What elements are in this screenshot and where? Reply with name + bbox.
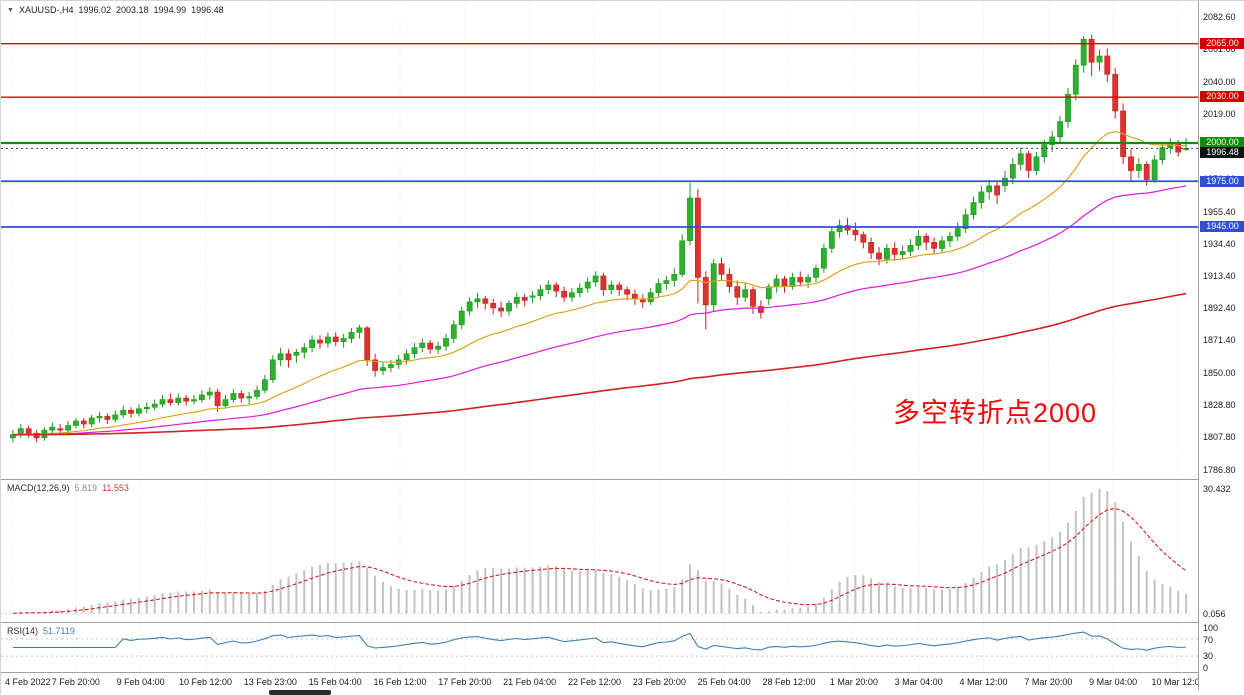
time-axis-label: 4 Feb 2022 (5, 677, 51, 687)
time-axis-label: 15 Feb 04:00 (308, 677, 362, 687)
ohlc-open: 1996.02 (78, 5, 111, 15)
time-axis-label: 9 Mar 04:00 (1089, 677, 1138, 687)
time-axis-label: 16 Feb 12:00 (373, 677, 427, 687)
time-axis-label: 7 Feb 20:00 (51, 677, 100, 687)
price-axis-label: 1892.40 (1203, 302, 1236, 313)
time-axis-label: 17 Feb 20:00 (438, 677, 492, 687)
macd-histogram (19, 488, 1188, 614)
price-axis-label: 1934.40 (1203, 238, 1236, 249)
ohlc-low: 1994.99 (153, 5, 187, 15)
macd-panel: MACD(12,26,9) 5.819 11.553 (1, 480, 1198, 623)
rsi-axis-label: 100 (1203, 623, 1219, 633)
price-axis-label: 2082.60 (1203, 11, 1236, 22)
main-chart-canvas[interactable] (1, 1, 1198, 479)
time-axis-label: 7 Mar 20:00 (1024, 677, 1073, 687)
time-axis-label: 22 Feb 12:00 (567, 677, 622, 687)
price-badge-2030.00: 2030.00 (1200, 91, 1244, 103)
price-axis-label: 2040.00 (1203, 77, 1236, 88)
macd-canvas[interactable] (1, 480, 1198, 622)
price-axis-label: 1807.80 (1203, 432, 1236, 443)
time-axis-label: 23 Feb 20:00 (632, 677, 686, 687)
main-chart-panel: ▼ XAUUSD-,H4 1996.02 2003.18 1994.99 199… (1, 1, 1198, 480)
price-badge-1975.00: 1975.00 (1200, 175, 1244, 187)
macd-signal-value: 11.553 (102, 483, 129, 493)
horizontal-level-lines (1, 43, 1198, 228)
time-axis-label: 10 Mar 12:00 (1151, 677, 1205, 687)
rsi-panel: RSI(14) 51.7119 (1, 623, 1198, 673)
ma-slow-line (12, 292, 1187, 436)
time-axis-label: 9 Feb 04:00 (116, 677, 165, 687)
price-axis-label: 1955.40 (1203, 206, 1236, 217)
symbol-timeframe-label: XAUUSD-,H4 (18, 5, 74, 15)
time-axis-label: 25 Feb 04:00 (697, 677, 751, 687)
bottom-bar-segment[interactable] (269, 690, 331, 695)
ohlc-high: 2003.18 (116, 5, 149, 15)
time-axis-label: 10 Feb 12:00 (178, 677, 233, 687)
rsi-axis-label: 30 (1203, 651, 1214, 661)
rsi-header: RSI(14) 51.7119 (7, 626, 75, 636)
vertical-gridlines (10, 1, 1179, 479)
price-badge-2000.00: 2000.00 (1200, 137, 1244, 149)
rsi-line (12, 631, 1187, 651)
price-annotation-text[interactable]: 多空转折点2000 (893, 398, 1098, 428)
price-axis[interactable]: 2082.602061.602040.002019.001997.801976.… (1198, 1, 1244, 695)
time-axis-label: 21 Feb 04:00 (503, 677, 557, 687)
rsi-value: 51.7119 (43, 626, 75, 636)
time-axis-label: 13 Feb 23:00 (243, 677, 297, 687)
price-axis-label: 1871.40 (1203, 335, 1236, 346)
chart-header: ▼ XAUUSD-,H4 1996.02 2003.18 1994.99 199… (7, 5, 224, 15)
macd-label: MACD(12,26,9) (7, 483, 70, 493)
time-axis-label: 28 Feb 12:00 (762, 677, 816, 687)
ma-fast-line (12, 130, 1187, 436)
time-axis-label: 3 Mar 04:00 (894, 677, 943, 687)
price-badge-2065.00: 2065.00 (1200, 37, 1244, 49)
price-axis-label: 2061.60 (1203, 44, 1236, 55)
time-axis-label: 1 Mar 20:00 (829, 677, 878, 687)
rsi-canvas[interactable] (1, 623, 1198, 672)
rsi-axis-label: 70 (1203, 635, 1214, 645)
collapse-triangle-icon: ▼ (7, 6, 14, 14)
vertical-gridlines (10, 623, 1179, 672)
rsi-label: RSI(14) (7, 626, 39, 636)
macd-header: MACD(12,26,9) 5.819 11.553 (7, 483, 129, 493)
macd-axis-max-label: 30.432 (1203, 484, 1231, 494)
price-badge-1945.00: 1945.00 (1200, 221, 1244, 233)
candlesticks-layer (10, 34, 1189, 443)
price-axis-label: 1913.40 (1203, 270, 1236, 281)
macd-axis-min-label: 0.056 (1203, 609, 1226, 619)
macd-signal-line (12, 507, 1187, 614)
price-axis-label: 2019.00 (1203, 109, 1236, 120)
ma-medium-line (12, 185, 1187, 436)
price-axis-label: 1850.00 (1203, 367, 1236, 378)
price-axis-label: 1786.80 (1203, 464, 1236, 475)
time-axis-label: 4 Mar 12:00 (959, 677, 1008, 687)
time-axis[interactable]: 4 Feb 2022 7 Feb 20:00 9 Feb 04:00 10 Feb 1… (1, 673, 1205, 690)
macd-main-value: 5.819 (74, 483, 98, 493)
rsi-axis-label: 0 (1203, 663, 1209, 673)
price-badge-1996.48: 1996.48 (1200, 146, 1244, 158)
bottom-strip (1, 690, 1244, 695)
ohlc-close: 1996.48 (191, 5, 224, 15)
price-axis-label: 1828.80 (1203, 400, 1236, 411)
